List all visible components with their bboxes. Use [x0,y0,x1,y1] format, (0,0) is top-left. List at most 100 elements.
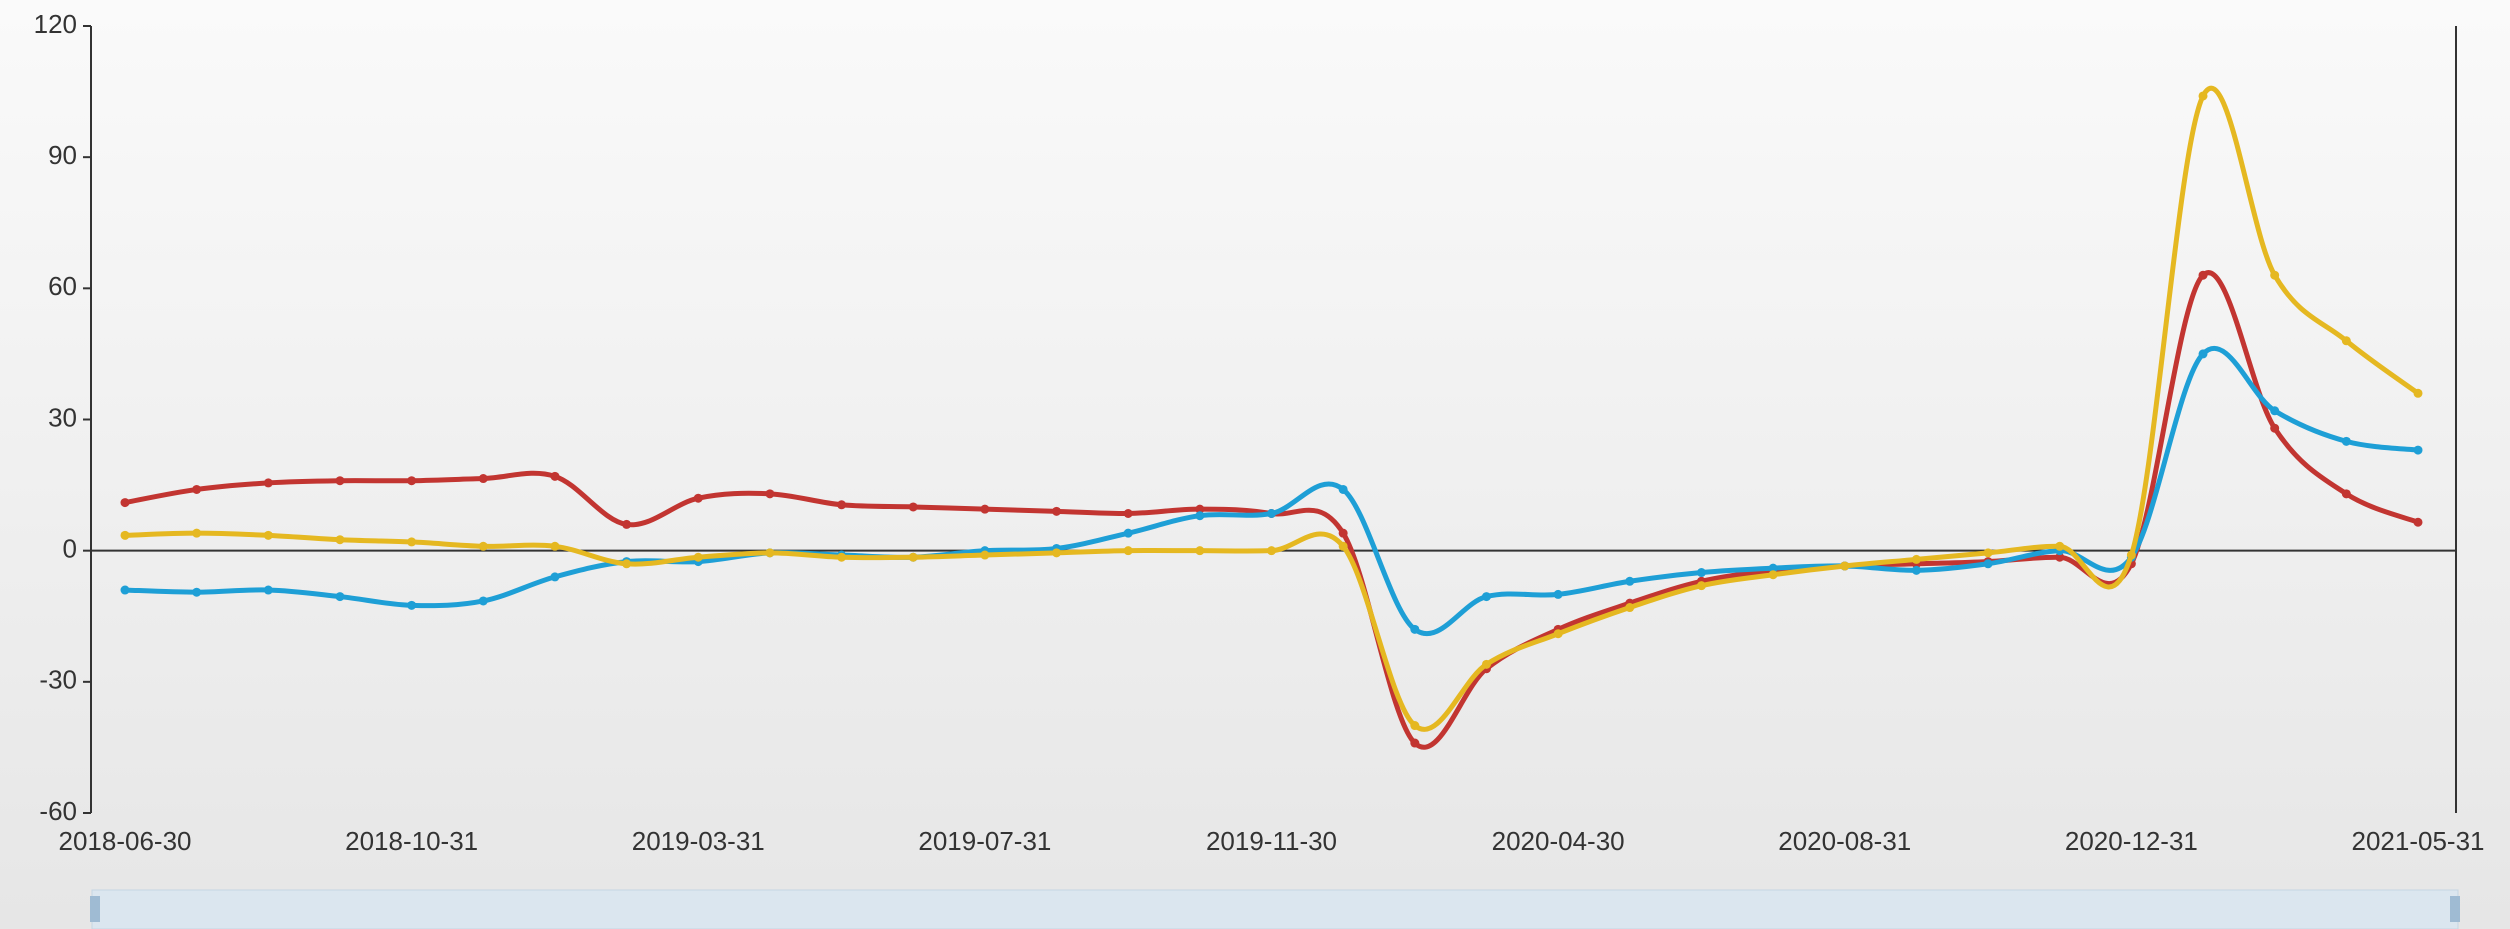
data-point [1338,484,1348,494]
data-point [837,500,847,510]
data-point [192,587,202,597]
data-point [1983,548,1993,558]
data-point [693,552,703,562]
x-tick-label: 2019-03-31 [632,826,765,856]
data-point [335,535,345,545]
data-point [1195,546,1205,556]
data-point [2341,489,2351,499]
y-tick-label: -60 [39,796,77,826]
data-point [1983,559,1993,569]
data-point [1625,603,1635,613]
x-tick-label: 2020-04-30 [1492,826,1625,856]
data-point [1123,528,1133,538]
data-point [980,550,990,560]
data-point [263,585,273,595]
data-point [407,537,417,547]
data-point [908,502,918,512]
slider-handle-left[interactable] [90,896,100,922]
data-point [1768,570,1778,580]
data-point [2126,550,2136,560]
data-point [120,530,130,540]
data-point [120,498,130,508]
y-tick-label: 90 [48,140,77,170]
data-zoom-slider[interactable] [91,889,2459,929]
data-point [1123,546,1133,556]
data-point [192,528,202,538]
data-point [2055,541,2065,551]
x-tick-label: 2018-10-31 [345,826,478,856]
data-point [765,548,775,558]
data-point [2413,445,2423,455]
data-point [1553,629,1563,639]
data-point [1052,506,1062,516]
x-tick-label: 2021-05-31 [2352,826,2485,856]
data-point [2198,349,2208,359]
data-point [2341,436,2351,446]
data-point [2198,91,2208,101]
data-point [1481,659,1491,669]
data-point [2413,388,2423,398]
data-point [622,559,632,569]
data-point [120,585,130,595]
data-point [478,474,488,484]
data-point [2270,423,2280,433]
data-point [263,478,273,488]
data-point [263,530,273,540]
data-point [1410,721,1420,731]
plot-area: -60 -30 0 30 60 90 120 2018-06-30 2018-10-31 2019… [34,9,2485,856]
data-point [1911,565,1921,575]
data-point [2413,517,2423,527]
x-tick-label: 2018-06-30 [59,826,192,856]
data-point [1338,541,1348,551]
data-point [1410,738,1420,748]
data-point [1840,561,1850,571]
data-point [2270,406,2280,416]
data-point [478,596,488,606]
data-point [1696,568,1706,578]
data-point [550,541,560,551]
data-point [407,476,417,486]
data-point [837,552,847,562]
data-point [1553,589,1563,599]
slider-handle-right[interactable] [2450,896,2460,922]
x-tick-label: 2020-12-31 [2065,826,2198,856]
y-tick-label: 120 [34,9,77,39]
data-point [622,519,632,529]
data-point [1052,548,1062,558]
data-point [1338,528,1348,538]
data-point [550,471,560,481]
data-point [765,489,775,499]
data-point [550,572,560,582]
data-point [908,552,918,562]
data-point [1195,504,1205,514]
x-tick-label: 2019-07-31 [918,826,1051,856]
data-point [335,476,345,486]
y-tick-label: 0 [63,534,77,564]
data-point [335,592,345,602]
y-tick-label: 30 [48,402,77,432]
data-point [2341,336,2351,346]
data-point [2198,270,2208,280]
data-point [1267,546,1276,556]
series-line [124,345,2419,637]
data-point [1267,509,1276,519]
data-point [2270,270,2280,280]
data-point [1195,511,1205,521]
data-point [1410,624,1420,634]
data-point [1481,592,1491,602]
data-point [1768,563,1778,573]
data-point [478,541,488,551]
data-point [1123,509,1133,519]
data-point [192,484,202,494]
x-tick-label: 2020-08-31 [1778,826,1911,856]
x-tick-label: 2019-11-30 [1206,826,1337,856]
data-point [407,600,417,610]
data-point [980,504,990,514]
y-tick-label: -30 [39,665,77,695]
data-point [693,493,703,503]
data-point [2055,552,2065,562]
data-point [1696,581,1706,591]
data-point [1911,554,1921,564]
